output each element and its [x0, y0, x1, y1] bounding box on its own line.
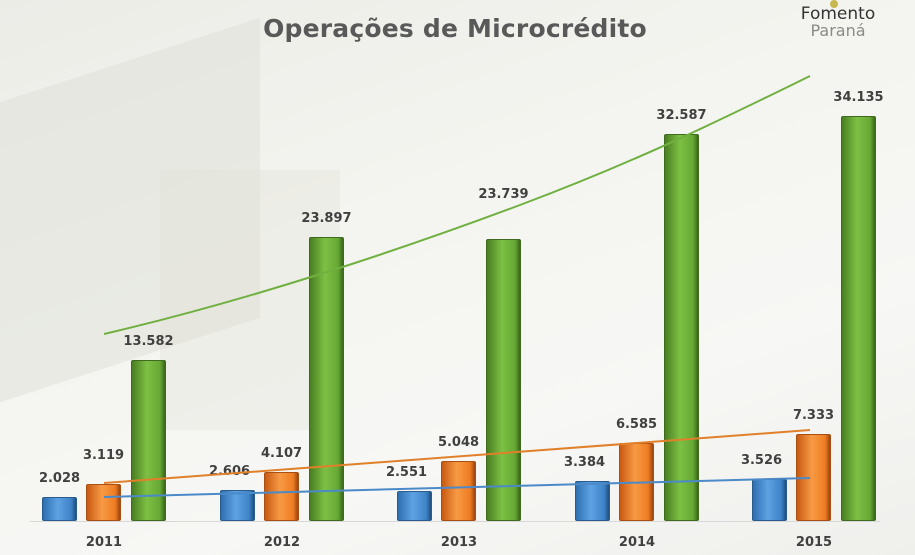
data-label: 2.028: [38, 471, 81, 486]
logo-text-line1: Fomento: [800, 4, 876, 24]
bar-blue-2011: [42, 497, 77, 521]
data-label: 13.582: [123, 334, 174, 349]
data-label: 3.384: [563, 455, 606, 470]
chart-title: Operações de Microcrédito: [263, 14, 647, 43]
bar-blue-2012: [220, 490, 255, 521]
trendline-series2: [103, 429, 811, 484]
data-label: 5.048: [437, 435, 480, 450]
x-axis-label: 2012: [263, 535, 301, 550]
data-label: 6.585: [615, 417, 658, 432]
trendline-series1: [103, 477, 811, 498]
x-axis-label: 2015: [795, 535, 833, 550]
x-axis-label: 2013: [440, 535, 478, 550]
bar-green-2015: [841, 116, 876, 521]
data-label: 32.587: [656, 108, 707, 123]
bar-green-2013: [486, 239, 521, 521]
trendline-series3: [103, 75, 811, 335]
fomento-parana-logo: Fomento Paraná: [778, 0, 898, 40]
data-label: 3.526: [740, 453, 783, 468]
bar-green-2014: [664, 134, 699, 521]
logo-text-line2: Paraná: [810, 21, 866, 40]
x-axis-label: 2014: [618, 535, 656, 550]
data-label: 4.107: [260, 446, 303, 461]
bar-green-2011: [131, 360, 166, 521]
bar-blue-2014: [575, 481, 610, 521]
data-label: 7.333: [792, 408, 835, 423]
bar-orange-2013: [441, 461, 476, 521]
logo-mark-icon: [830, 0, 838, 8]
data-label: 2.551: [385, 465, 428, 480]
bar-orange-2012: [264, 472, 299, 521]
x-axis-line: [30, 521, 880, 522]
x-axis-label: 2011: [85, 535, 123, 550]
data-label: 3.119: [82, 448, 125, 463]
bar-blue-2013: [397, 491, 432, 521]
data-label: 34.135: [833, 90, 884, 105]
bar-orange-2011: [86, 484, 121, 521]
bar-green-2012: [309, 237, 344, 521]
data-label: 23.897: [301, 211, 352, 226]
data-label: 23.739: [478, 187, 529, 202]
